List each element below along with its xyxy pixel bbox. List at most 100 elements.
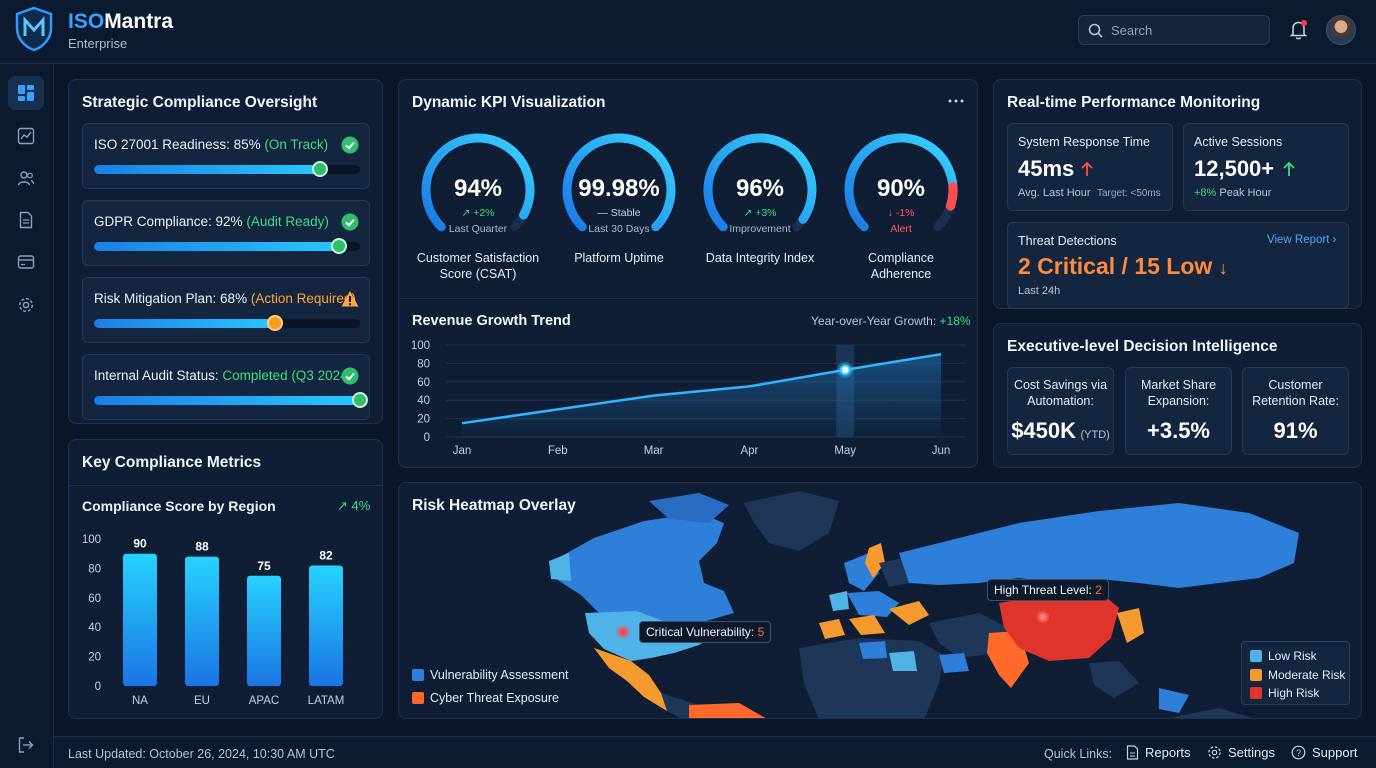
y-tick-label: 40 <box>417 395 430 407</box>
support-text: Support <box>1312 745 1358 760</box>
x-tick-label: LATAM <box>308 695 345 707</box>
support-link[interactable]: ? Support <box>1291 745 1358 760</box>
decision-label: Cost Savings via <box>1013 378 1108 392</box>
response-time-value: 45ms <box>1018 156 1075 181</box>
progress-knob[interactable] <box>266 315 283 331</box>
sidebar-item-billing[interactable] <box>8 245 44 279</box>
logout-icon <box>18 737 34 753</box>
view-report-link[interactable]: View Report › <box>1267 234 1336 246</box>
view-report-text: View Report <box>1267 234 1330 246</box>
arrow-up-icon <box>1283 161 1295 176</box>
performance-title: Real-time Performance Monitoring <box>1007 94 1261 111</box>
search-icon <box>1088 23 1103 38</box>
y-tick-label: 40 <box>88 622 101 634</box>
shield-logo-icon <box>15 6 53 52</box>
metrics-trend: ↗ 4% <box>337 498 371 513</box>
bar[interactable] <box>123 553 157 686</box>
user-avatar[interactable] <box>1326 15 1356 45</box>
settings-text: Settings <box>1228 745 1275 760</box>
bar[interactable] <box>247 575 281 686</box>
decision-value: $450K (YTD) <box>1008 418 1113 444</box>
brand-subtitle: Enterprise <box>68 36 128 51</box>
sessions-value: 12,500+ <box>1194 156 1275 181</box>
decision-value-text: +3.5% <box>1147 418 1210 443</box>
y-tick-label: 80 <box>88 563 101 575</box>
kpi-gauge <box>421 133 535 232</box>
kpi-gauge <box>703 133 817 232</box>
warning-icon <box>341 291 359 307</box>
reports-link[interactable]: Reports <box>1126 745 1191 760</box>
compliance-item-card[interactable]: Internal Audit Status: Completed (Q3 202… <box>82 354 370 420</box>
chevron-right-icon: › <box>1332 234 1337 246</box>
gauge-delta: ↗ +2% <box>461 207 495 219</box>
progress-fill <box>94 396 360 405</box>
threat-value: 2 Critical / 15 Low ↓ <box>1018 253 1228 280</box>
search-input[interactable]: Search <box>1078 15 1270 45</box>
line-point[interactable] <box>839 364 851 376</box>
decision-card: Cost Savings via Automation: $450K (YTD) <box>1007 367 1114 455</box>
threat-sub: Last 24h <box>1018 285 1061 297</box>
help-icon: ? <box>1291 745 1306 760</box>
threat-label: Threat Detections <box>1018 234 1117 248</box>
compliance-item-card[interactable]: GDPR Compliance: 92% (Audit Ready) <box>82 200 370 266</box>
gauge-period: Last Quarter <box>448 223 508 235</box>
legend-swatch <box>412 692 424 704</box>
compliance-item-label: Internal Audit Status: Completed (Q3 202… <box>94 368 352 383</box>
tip-high-label: High Threat Level: <box>994 583 1092 597</box>
gauge-delta: ↗ +3% <box>743 207 777 219</box>
tip-critical-label: Critical Vulnerability: <box>646 625 755 639</box>
decision-suffix: (YTD) <box>1080 429 1110 441</box>
response-time-label: System Response Time <box>1018 135 1150 149</box>
compliance-item-card[interactable]: Risk Mitigation Plan: 68% (Action Requir… <box>82 277 370 343</box>
quick-links-label: Quick Links: <box>1044 747 1113 761</box>
notification-bell-icon[interactable] <box>1288 19 1310 41</box>
top-bar: ISOMantra Enterprise Search <box>0 0 1376 64</box>
check-icon <box>341 213 359 231</box>
compliance-item-label: ISO 27001 Readiness: 85% (On Track) <box>94 137 328 152</box>
progress-knob[interactable] <box>312 161 329 177</box>
line-series <box>461 352 942 425</box>
settings-link[interactable]: Settings <box>1207 745 1275 760</box>
decision-label-line2: Expansion: <box>1147 394 1210 408</box>
progress-knob[interactable] <box>330 238 347 254</box>
heatmap-title: Risk Heatmap Overlay <box>412 497 576 514</box>
sidebar-item-documents[interactable] <box>8 203 44 237</box>
progress-knob[interactable] <box>352 392 368 408</box>
revenue-title: Revenue Growth Trend <box>412 313 571 329</box>
y-tick-label: 100 <box>82 534 101 546</box>
divider <box>69 485 382 486</box>
y-tick-label: 20 <box>88 652 101 664</box>
yoy-value: +18% <box>939 314 971 328</box>
sidebar-item-analytics[interactable] <box>8 119 44 153</box>
legend-label: Vulnerability Assessment <box>430 668 569 682</box>
gauge-name: Platform Uptime <box>574 251 664 265</box>
sessions-delta: +8% <box>1194 187 1217 199</box>
brand-name[interactable]: ISOMantra <box>68 10 174 33</box>
legend-label: High Risk <box>1268 686 1320 700</box>
bar-value-label: 88 <box>195 540 209 554</box>
footer: Last Updated: October 26, 2024, 10:30 AM… <box>54 736 1376 768</box>
sidebar <box>0 64 54 768</box>
compliance-item-label: Risk Mitigation Plan: 68% (Action Requir… <box>94 291 356 306</box>
world-map[interactable] <box>399 483 1362 719</box>
x-tick-label: APAC <box>249 695 279 707</box>
sidebar-item-users[interactable] <box>8 161 44 195</box>
bar[interactable] <box>309 565 343 686</box>
x-tick-label: May <box>834 445 856 457</box>
gauge-period: Alert <box>890 223 912 235</box>
response-time-card: System Response Time 45ms Avg. Last Hour… <box>1007 123 1173 211</box>
sidebar-item-dashboard[interactable] <box>8 76 44 110</box>
check-icon <box>341 136 359 154</box>
legend-label: Moderate Risk <box>1268 667 1346 682</box>
brand-name-b: Mantra <box>104 10 174 33</box>
risk-legend: Low Risk Moderate Risk High Risk <box>1241 641 1350 705</box>
kpi-gauge <box>844 133 958 232</box>
compliance-item-card[interactable]: ISO 27001 Readiness: 85% (On Track) <box>82 123 370 189</box>
more-options-icon[interactable] <box>947 94 965 108</box>
sidebar-item-settings[interactable] <box>8 288 44 322</box>
sidebar-item-logout[interactable] <box>8 728 44 762</box>
oversight-title: Strategic Compliance Oversight <box>82 94 318 111</box>
card-icon <box>17 255 35 269</box>
x-tick-label: Feb <box>548 445 568 457</box>
bar[interactable] <box>185 556 219 686</box>
